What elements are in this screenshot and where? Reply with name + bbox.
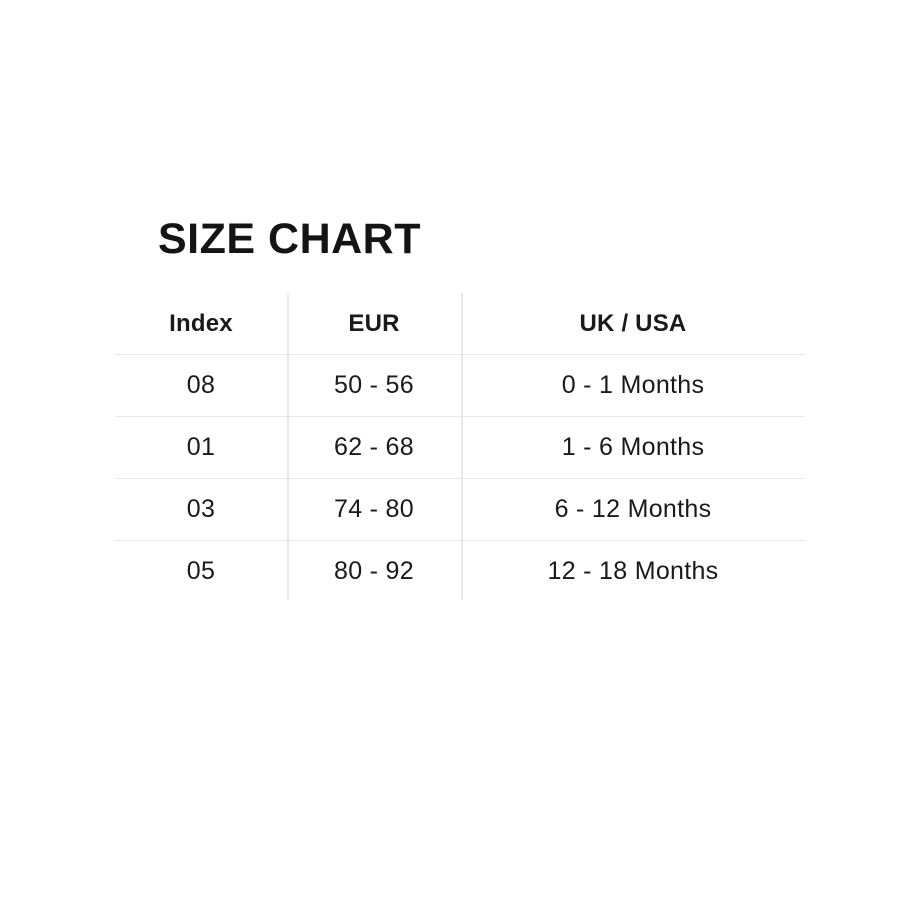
cell-index: 01	[186, 433, 216, 461]
table-row: 05 80 - 92 12 - 18 Months	[115, 541, 805, 603]
cell-eur: 80 - 92	[334, 557, 414, 585]
column-divider-eur-uk	[461, 293, 463, 600]
table-body: 08 50 - 56 0 - 1 Months 01 62 - 68 1 - 6…	[115, 355, 805, 603]
table-row: 01 62 - 68 1 - 6 Months	[115, 417, 805, 479]
cell-uk-usa: 6 - 12 Months	[554, 495, 712, 523]
cell-eur: 74 - 80	[334, 495, 414, 523]
page-title: SIZE CHART	[158, 214, 421, 263]
column-header-eur: EUR	[348, 309, 400, 337]
cell-uk-usa: 12 - 18 Months	[547, 557, 719, 585]
table-row: 03 74 - 80 6 - 12 Months	[115, 479, 805, 541]
cell-uk-usa: 0 - 1 Months	[561, 371, 705, 399]
cell-index: 03	[186, 495, 216, 523]
cell-eur: 62 - 68	[334, 433, 414, 461]
table-row: 08 50 - 56 0 - 1 Months	[115, 355, 805, 417]
table-header-row: Index EUR UK / USA	[115, 293, 805, 355]
column-header-index: Index	[169, 309, 233, 337]
table-header: Index EUR UK / USA	[115, 293, 805, 355]
size-chart-table: Index EUR UK / USA 08 50 - 56 0 - 1 Mont…	[115, 293, 805, 602]
column-header-uk-usa: UK / USA	[579, 309, 687, 337]
column-divider-index-eur	[287, 293, 289, 600]
cell-index: 08	[186, 371, 216, 399]
cell-index: 05	[186, 557, 216, 585]
cell-uk-usa: 1 - 6 Months	[561, 433, 705, 461]
cell-eur: 50 - 56	[334, 371, 414, 399]
